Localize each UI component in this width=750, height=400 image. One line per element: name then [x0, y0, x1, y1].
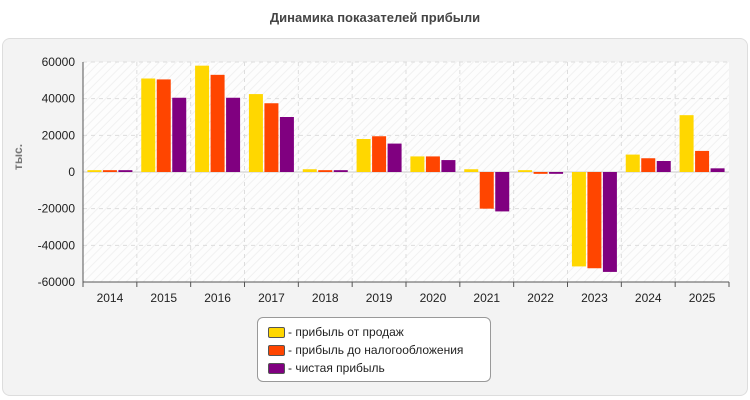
legend-swatch	[268, 326, 285, 338]
legend-label: - прибыль от продаж	[288, 325, 404, 339]
y-tick-label: 40000	[42, 92, 76, 106]
legend-swatch	[268, 344, 285, 356]
legend-swatch	[268, 362, 285, 374]
bar	[118, 170, 133, 172]
bar	[387, 143, 402, 172]
bar	[141, 78, 156, 172]
y-axis-label: тыс.	[11, 144, 25, 170]
bar	[279, 117, 294, 172]
chart-title: Динамика показателей прибыли	[269, 10, 481, 25]
x-tick-label: 2023	[581, 291, 608, 305]
bar	[195, 65, 210, 172]
x-tick-label: 2018	[312, 291, 339, 305]
bar	[226, 97, 241, 172]
bar	[518, 170, 533, 172]
bar	[656, 161, 671, 172]
legend-item-pretax-profit: - прибыль до налогообложения	[268, 341, 490, 359]
bar	[602, 172, 617, 272]
bar	[156, 79, 171, 172]
bar	[441, 160, 456, 172]
bar	[248, 94, 263, 172]
bar	[425, 156, 440, 172]
bar	[533, 172, 548, 174]
x-tick-label: 2016	[204, 291, 231, 305]
bar	[333, 170, 348, 172]
y-tick-label: 0	[68, 165, 75, 179]
bar	[587, 172, 602, 269]
bar	[625, 154, 640, 172]
bars	[87, 65, 725, 272]
x-tick-label: 2025	[689, 291, 716, 305]
grid	[83, 61, 729, 282]
x-tick-label: 2021	[473, 291, 500, 305]
y-tick-label: -40000	[38, 238, 76, 252]
x-tick-label: 2020	[420, 291, 447, 305]
bar	[264, 103, 279, 172]
y-tick-label: -20000	[38, 202, 76, 216]
bar	[87, 170, 102, 172]
bar	[710, 168, 725, 172]
bar	[356, 139, 371, 172]
bar	[302, 169, 317, 172]
bar	[210, 74, 225, 172]
bar	[172, 97, 187, 172]
legend-item-net-profit: - чистая прибыль	[268, 359, 490, 377]
y-tick-label: 20000	[42, 128, 76, 142]
legend-label: - прибыль до налогообложения	[288, 343, 464, 357]
legend-item-sales-profit: - прибыль от продаж	[268, 323, 490, 341]
bar	[479, 172, 494, 209]
bar	[410, 156, 425, 172]
legend-label: - чистая прибыль	[288, 361, 385, 375]
bar	[495, 172, 510, 212]
bar	[372, 136, 387, 172]
x-tick-label: 2022	[527, 291, 554, 305]
x-tick-label: 2014	[97, 291, 124, 305]
x-tick-label: 2015	[150, 291, 177, 305]
bar	[679, 115, 694, 172]
axes: 60000 40000 20000 0 -20000 -40000 -60000 2014 20…	[38, 55, 730, 305]
bar	[571, 172, 586, 267]
bar	[695, 150, 710, 172]
bar	[641, 158, 656, 172]
bar	[549, 172, 564, 174]
legend: - прибыль от продаж - прибыль до налогоо…	[257, 317, 491, 382]
x-tick-label: 2019	[366, 291, 393, 305]
x-tick-label: 2024	[635, 291, 662, 305]
bar	[464, 169, 479, 172]
bar	[102, 170, 117, 172]
x-tick-label: 2017	[258, 291, 285, 305]
bar	[318, 170, 333, 172]
y-tick-label: -60000	[38, 275, 76, 289]
y-tick-label: 60000	[42, 55, 76, 69]
